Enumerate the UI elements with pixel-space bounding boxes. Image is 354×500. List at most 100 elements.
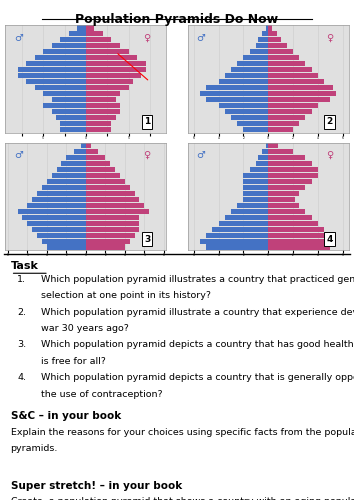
Bar xyxy=(268,68,312,72)
Bar xyxy=(26,62,86,66)
Bar xyxy=(268,50,293,54)
Bar xyxy=(86,149,98,154)
Bar xyxy=(86,202,144,207)
Bar xyxy=(52,97,86,102)
Bar xyxy=(86,103,120,108)
Text: the use of contraception?: the use of contraception? xyxy=(41,390,162,399)
Bar xyxy=(77,26,86,30)
Bar xyxy=(42,238,86,244)
Bar xyxy=(268,167,318,172)
Bar xyxy=(268,185,306,190)
Bar xyxy=(268,44,287,49)
Text: 1.: 1. xyxy=(17,274,26,283)
Text: Create  a population pyramid that shows a country with an aging population: Create a population pyramid that shows a… xyxy=(11,497,354,500)
Text: ♀: ♀ xyxy=(326,32,333,42)
Text: S&C – in your book: S&C – in your book xyxy=(11,412,121,422)
Bar xyxy=(86,244,125,250)
Bar xyxy=(225,73,268,78)
Bar xyxy=(206,232,268,237)
Bar xyxy=(32,196,86,202)
Bar xyxy=(268,202,299,207)
Bar xyxy=(86,62,145,66)
Text: ♀: ♀ xyxy=(326,150,333,160)
Bar xyxy=(86,115,116,120)
Text: ♂: ♂ xyxy=(14,32,23,42)
Bar xyxy=(86,44,120,49)
Bar xyxy=(250,50,268,54)
Bar xyxy=(268,38,281,43)
Text: selection at one point in its history?: selection at one point in its history? xyxy=(41,291,211,300)
Bar xyxy=(243,185,268,190)
Bar xyxy=(74,149,86,154)
Bar xyxy=(256,161,268,166)
Bar xyxy=(268,244,330,250)
Bar xyxy=(218,79,268,84)
Text: 3.: 3. xyxy=(17,340,27,349)
Bar xyxy=(268,173,318,178)
Bar xyxy=(268,127,293,132)
Bar xyxy=(86,179,125,184)
Bar xyxy=(86,109,120,114)
Bar xyxy=(86,56,137,60)
Bar xyxy=(268,161,312,166)
Bar xyxy=(268,196,296,202)
Bar xyxy=(60,121,86,126)
Bar xyxy=(18,73,86,78)
Bar xyxy=(32,226,86,232)
Text: Which population pyramid illustrates a country that practiced gender-: Which population pyramid illustrates a c… xyxy=(41,274,354,283)
Bar xyxy=(66,155,86,160)
Bar xyxy=(200,238,268,244)
Bar xyxy=(52,44,86,49)
Text: ♂: ♂ xyxy=(196,32,205,42)
Bar xyxy=(86,238,130,244)
Bar xyxy=(60,127,86,132)
Text: Task: Task xyxy=(11,261,39,271)
Bar xyxy=(268,109,312,114)
Bar xyxy=(250,167,268,172)
Text: 4.: 4. xyxy=(17,374,26,382)
Bar xyxy=(268,85,333,90)
Bar xyxy=(37,190,86,196)
Bar xyxy=(268,214,312,220)
Bar xyxy=(81,143,86,148)
Bar xyxy=(86,97,116,102)
Bar xyxy=(268,121,299,126)
Bar xyxy=(268,103,318,108)
Bar xyxy=(86,68,145,72)
Bar xyxy=(200,91,268,96)
Bar xyxy=(86,143,91,148)
Text: Which population pyramid depicts a country that is generally opposed to: Which population pyramid depicts a count… xyxy=(41,374,354,382)
Bar xyxy=(86,208,149,214)
Bar xyxy=(86,38,112,43)
Bar xyxy=(43,50,86,54)
Bar xyxy=(35,56,86,60)
Text: Super stretch! – in your book: Super stretch! – in your book xyxy=(11,480,182,490)
Bar xyxy=(86,161,110,166)
Bar xyxy=(237,121,268,126)
Bar xyxy=(86,127,112,132)
Bar xyxy=(18,68,86,72)
Text: 2: 2 xyxy=(326,117,332,126)
Bar xyxy=(262,32,268,36)
Text: pyramids.: pyramids. xyxy=(11,444,58,454)
Bar xyxy=(268,155,306,160)
Bar xyxy=(243,196,268,202)
Bar xyxy=(86,190,135,196)
Bar xyxy=(268,220,318,226)
Bar xyxy=(86,185,130,190)
Bar xyxy=(231,68,268,72)
Bar xyxy=(56,115,86,120)
Bar xyxy=(268,62,306,66)
Text: Which population pyramid illustrate a country that experience devastating: Which population pyramid illustrate a co… xyxy=(41,308,354,316)
Bar xyxy=(268,179,312,184)
Bar xyxy=(243,127,268,132)
Text: Population Pyramids Do Now: Population Pyramids Do Now xyxy=(75,12,279,26)
Bar xyxy=(243,173,268,178)
Bar xyxy=(268,32,277,36)
Bar xyxy=(52,109,86,114)
Bar xyxy=(86,26,95,30)
Bar xyxy=(42,185,86,190)
Bar xyxy=(268,56,299,60)
Bar xyxy=(243,179,268,184)
Bar xyxy=(225,109,268,114)
